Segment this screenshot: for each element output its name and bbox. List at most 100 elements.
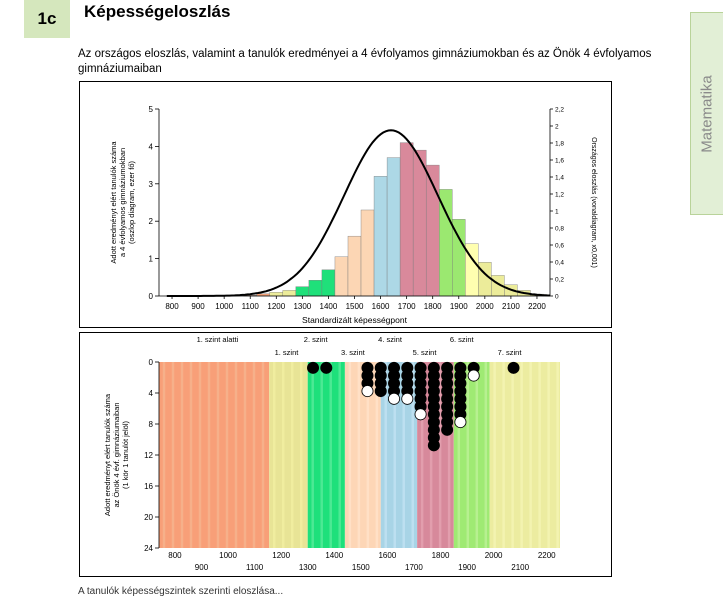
y-tick-label-5: 5 (149, 105, 154, 114)
x-tick-label-2000: 2000 (476, 302, 494, 311)
y-tick-label-0: 0 (149, 358, 154, 367)
y2-tick-label: 0,6 (555, 243, 564, 250)
y2-tick-label: 2 (555, 124, 559, 131)
y-tick-label-4: 4 (149, 389, 154, 398)
x-tick-label-1400: 1400 (320, 302, 338, 311)
x-tick-label-1200: 1200 (272, 551, 290, 560)
y-axis-title: Adott eredményt elért tanulók száma az Ön… (103, 393, 130, 516)
y2-tick-label: 1,6 (555, 158, 564, 165)
level-label-lower-1: 3. szint (341, 348, 366, 357)
page-title: Képességeloszlás (84, 2, 231, 21)
x-tick-label-1900: 1900 (450, 302, 468, 311)
student-dot (307, 361, 320, 374)
chart-description: Az országos eloszlás, valamint a tanulók… (78, 48, 652, 75)
level-label-upper-2: 4. szint (378, 335, 403, 344)
y2-tick-label: 0 (555, 294, 559, 301)
bar-1500 (347, 235, 362, 297)
student-dot (414, 408, 427, 421)
bar-2000 (478, 262, 492, 297)
student-dot (427, 439, 440, 452)
bar-1700 (399, 142, 414, 297)
x-tick-label-1000: 1000 (215, 302, 233, 311)
x-tick-label-900: 900 (191, 302, 205, 311)
national-distribution-chart: 0 1 2 3 4 5 0 0,2 0,4 0,6 0,8 1 1,2 1,4 1,6 1,8 2 2,2 800 9… (79, 81, 612, 328)
x-tick-label-1300: 1300 (299, 563, 317, 572)
y2-tick-label: 1 (555, 209, 559, 216)
x-tick-label-1000: 1000 (219, 551, 237, 560)
y-axis-title-line-0: Adott eredményt elért tanulók száma (109, 141, 118, 264)
x-tick-label-1100: 1100 (246, 563, 264, 572)
level-label-lower-3: 7. szint (498, 348, 523, 357)
x-tick-label-1800: 1800 (432, 551, 450, 560)
x-tick-label-1200: 1200 (267, 302, 285, 311)
x-tick-label-900: 900 (195, 563, 209, 572)
student-dot (374, 385, 387, 398)
student-dot (454, 416, 467, 429)
y-tick-label-24: 24 (144, 544, 153, 553)
school-distribution-chart: 0 4 8 12 16 20 24 1. szint alatti 2. szint 4. szi… (79, 332, 612, 577)
bar-1850 (439, 189, 453, 297)
national-distribution-svg: 0 1 2 3 4 5 0 0,2 0,4 0,6 0,8 1 1,2 1,4 1,6 1,8 2 2,2 800 9… (109, 105, 597, 325)
y-tick-label-2: 2 (149, 217, 154, 226)
y-axis-title-line-2: (1 kör 1 tanulót jelöl) (121, 421, 130, 489)
x-tick-label-1700: 1700 (398, 302, 416, 311)
x-tick-label-1500: 1500 (346, 302, 364, 311)
student-dot (361, 385, 374, 398)
level-band-0 (159, 362, 270, 548)
bar-1300 (295, 286, 310, 297)
student-dot (467, 369, 480, 382)
x-tick-label-1300: 1300 (293, 302, 311, 311)
bar-1350 (308, 280, 323, 297)
bar-1550 (360, 209, 375, 297)
student-dot (320, 361, 333, 374)
x-tick-label-800: 800 (168, 551, 182, 560)
y2-tick-label: 2,2 (555, 107, 564, 114)
student-dot (507, 361, 520, 374)
y-tick-label-3: 3 (149, 180, 154, 189)
y-tick-label-20: 20 (144, 513, 153, 522)
y2-tick-label: 0,4 (555, 260, 564, 267)
footer-note: A tanulók képességszintek szerinti elosz… (78, 586, 284, 597)
bar-1650 (386, 157, 401, 297)
y-tick-label-8: 8 (149, 420, 154, 429)
y-axis-title-left: Adott eredményt elért tanulók száma a 4 é… (109, 141, 136, 264)
x-tick-label-1600: 1600 (372, 302, 390, 311)
bar-1600 (373, 176, 388, 297)
subject-side-tab-label: Matematika (698, 74, 716, 153)
x-tick-label-1900: 1900 (458, 563, 476, 572)
school-distribution-svg: 0 4 8 12 16 20 24 1. szint alatti 2. szint 4. szi… (103, 335, 560, 572)
x-tick-label-800: 800 (165, 302, 179, 311)
level-label-upper-0: 1. szint alatti (197, 335, 239, 344)
x-tick-label-1700: 1700 (405, 563, 423, 572)
x-tick-label-2000: 2000 (485, 551, 503, 560)
bar-1200 (269, 292, 284, 297)
subject-side-tab[interactable]: Matematika (690, 12, 723, 215)
student-dot (388, 392, 401, 405)
y-axis-title-line-0: Adott eredményt elért tanulók száma (103, 393, 112, 516)
y2-tick-label: 0,8 (555, 226, 564, 233)
y2-tick-label: 0,2 (555, 277, 564, 284)
level-label-lower-2: 5. szint (413, 348, 438, 357)
y-axis-title-line-1: az Önök 4 évf. gimnáziumaiban (112, 402, 121, 507)
x-axis-title: Standardizált képességpont (302, 315, 408, 325)
x-tick-label-2200: 2200 (528, 302, 546, 311)
section-badge-label: 1c (37, 9, 57, 28)
x-tick-label-1500: 1500 (352, 563, 370, 572)
bar-1400 (321, 269, 336, 297)
y-tick-label-0: 0 (149, 292, 154, 301)
x-tick-label-2100: 2100 (502, 302, 520, 311)
level-label-upper-1: 2. szint (304, 335, 329, 344)
section-badge: 1c (24, 0, 70, 38)
bar-1750 (412, 149, 427, 297)
y-axis-title-line-1: a 4 évfolyamos gimnáziumokban (118, 148, 127, 257)
x-tick-label-1600: 1600 (378, 551, 396, 560)
student-dot (401, 392, 414, 405)
bar-1250 (282, 290, 297, 297)
national-distribution-curve (166, 129, 551, 297)
x-tick-label-2100: 2100 (511, 563, 529, 572)
y2-tick-label: 1,2 (555, 192, 564, 199)
y2-axis-title: Országos eloszlás (vonaldiagram, x0,001) (590, 137, 597, 268)
y2-tick-label: 1,8 (555, 141, 564, 148)
x-tick-label-1100: 1100 (242, 302, 260, 311)
y-tick-label-12: 12 (144, 451, 153, 460)
